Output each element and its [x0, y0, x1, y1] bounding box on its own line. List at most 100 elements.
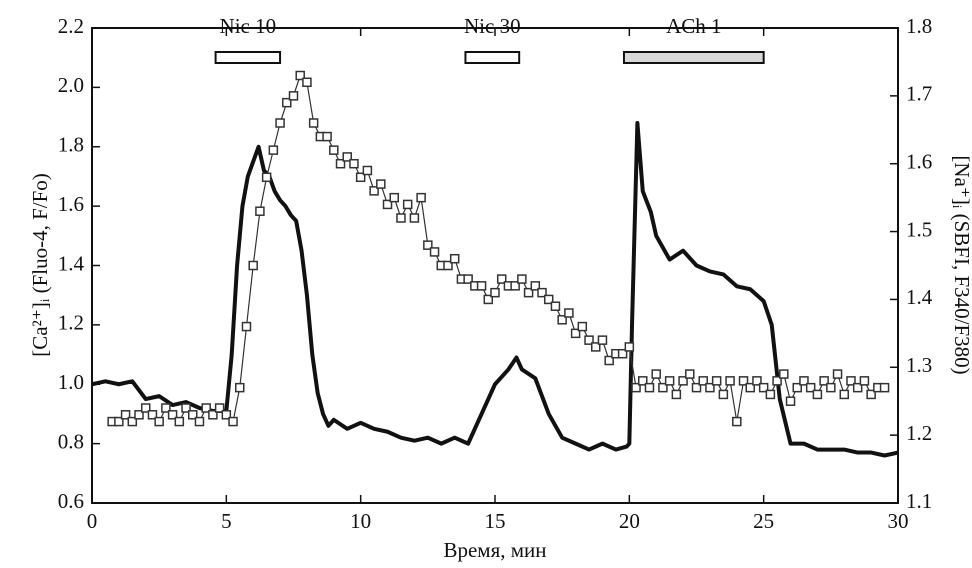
data-point: [248, 260, 258, 271]
data-point: [214, 403, 225, 413]
data-point: [664, 376, 675, 386]
y2-tick-label: 1.2: [906, 421, 932, 445]
x-tick-label: 30: [888, 509, 909, 533]
y-tick-label: 1.8: [58, 133, 84, 157]
data-point: [826, 382, 836, 393]
data-point: [134, 410, 144, 420]
data-point: [241, 321, 252, 332]
data-point: [476, 281, 487, 291]
data-point: [651, 369, 661, 379]
data-point: [591, 342, 601, 352]
data-point: [584, 335, 594, 345]
data-point: [342, 152, 352, 162]
data-point: [705, 382, 715, 393]
data-point: [752, 376, 762, 386]
x-tick-label: 25: [753, 509, 774, 533]
data-point: [718, 389, 729, 400]
data-point: [181, 403, 191, 413]
data-point: [201, 403, 211, 413]
data-point: [711, 376, 722, 386]
data-point: [335, 158, 346, 169]
data-point: [382, 199, 393, 210]
data-point: [597, 335, 608, 345]
data-point: [846, 376, 856, 386]
data-point: [785, 396, 796, 406]
y-tick-label: 2.0: [58, 73, 84, 97]
plot-frame: [91, 27, 899, 504]
stimulus-label: Nic 30: [464, 14, 521, 38]
data-point: [194, 416, 205, 427]
stimulus-label: ACh 1: [666, 14, 721, 38]
data-point: [564, 308, 574, 318]
data-point: [463, 274, 473, 284]
data-point: [449, 253, 460, 264]
data-point: [691, 382, 702, 393]
data-point: [644, 382, 655, 393]
data-point: [577, 321, 588, 332]
data-point: [496, 274, 507, 284]
data-point: [792, 382, 802, 393]
y-tick-label: 1.4: [58, 251, 85, 275]
y-tick-label: 2.2: [58, 14, 84, 38]
data-point: [120, 410, 131, 420]
data-point: [510, 281, 520, 291]
x-tick-label: 15: [485, 509, 506, 533]
x-tick-label: 5: [221, 509, 232, 533]
data-point: [839, 389, 850, 400]
data-point: [517, 274, 527, 284]
data-point: [396, 213, 406, 223]
data-point: [852, 382, 863, 393]
x-tick-label: 10: [350, 509, 371, 533]
data-point: [154, 416, 164, 427]
data-point: [295, 70, 305, 81]
data-point: [114, 416, 124, 427]
data-point: [140, 403, 151, 413]
data-point: [268, 145, 279, 155]
y2-tick-label: 1.8: [906, 14, 932, 38]
data-point: [490, 287, 500, 298]
data-point: [543, 294, 554, 305]
data-point: [402, 199, 413, 210]
data-point: [799, 376, 809, 386]
data-point: [174, 416, 185, 427]
data-point: [772, 376, 782, 386]
data-point: [302, 77, 312, 88]
data-point: [362, 165, 373, 176]
data-point: [369, 186, 379, 196]
data-point: [443, 260, 453, 271]
data-point: [349, 158, 359, 169]
data-point: [604, 355, 614, 366]
data-line: [91, 121, 899, 458]
data-point: [685, 369, 695, 379]
data-point: [409, 213, 420, 223]
data-point: [282, 97, 292, 108]
data-point: [208, 410, 218, 420]
data-point: [866, 389, 876, 400]
data-point: [550, 301, 561, 311]
y2-tick-label: 1.1: [906, 489, 932, 513]
data-point: [261, 172, 272, 183]
data-point: [631, 382, 641, 393]
data-point: [732, 416, 742, 427]
data-point: [355, 172, 366, 183]
data-point: [389, 192, 399, 203]
data-point: [812, 389, 823, 400]
stimulus-bar: [622, 51, 765, 64]
data-point: [671, 389, 682, 400]
y2-tick-label: 1.7: [906, 82, 932, 106]
data-point: [483, 294, 494, 305]
data-point: [698, 376, 708, 386]
data-line: [112, 74, 885, 423]
data-point: [416, 192, 426, 203]
stimulus-bar: [214, 51, 282, 64]
y-tick-label: 1.0: [58, 370, 84, 394]
data-point: [188, 410, 198, 420]
data-point: [879, 382, 890, 393]
y2-tick-label: 1.4: [906, 285, 933, 309]
x-tick-label: 0: [87, 509, 98, 533]
y2-tick-label: 1.6: [906, 150, 932, 174]
data-point: [617, 348, 628, 359]
data-point: [147, 410, 158, 420]
data-point: [221, 410, 232, 420]
